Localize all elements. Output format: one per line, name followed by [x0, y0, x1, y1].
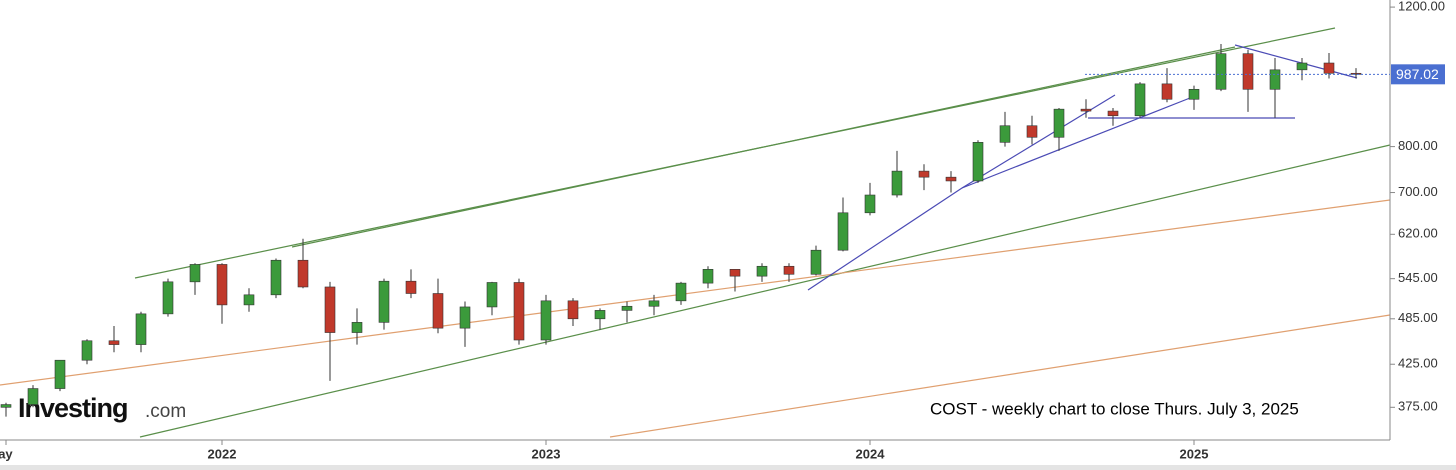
candle-body [351, 322, 363, 333]
candle-body [1161, 83, 1173, 100]
candle-body [864, 194, 876, 214]
candle-body [270, 259, 282, 296]
candle-body [972, 142, 984, 182]
candle-body [54, 359, 66, 389]
candle-body [1215, 53, 1227, 90]
y-tick-label: 375.00 [1398, 399, 1438, 414]
candle-body [1242, 53, 1254, 90]
candle-body [1107, 110, 1119, 117]
candle-body [0, 404, 12, 408]
candle-body [1296, 62, 1308, 71]
candle-body [135, 313, 147, 345]
candle-body [675, 282, 687, 302]
trend-line [1234, 44, 1358, 79]
candle-body [216, 264, 228, 306]
candle-body [918, 170, 930, 178]
y-tick-label: 545.00 [1398, 270, 1438, 285]
candle-body [297, 259, 309, 288]
candle-body [243, 294, 255, 306]
candle-body [891, 170, 903, 196]
candle-body [648, 300, 660, 307]
last-price-box [1391, 64, 1445, 85]
candle-body [702, 269, 714, 284]
x-tick-label: 2022 [208, 446, 237, 461]
trend-line [291, 46, 1236, 248]
x-tick-label: 2024 [856, 446, 886, 461]
candle-body [810, 249, 822, 275]
trend-line [961, 97, 1191, 189]
candle-body [837, 212, 849, 251]
x-tick-label: May [0, 446, 13, 461]
y-tick-label: 485.00 [1398, 310, 1438, 325]
candle-body [1350, 72, 1362, 75]
candle-body [459, 306, 471, 329]
candle-body [486, 282, 498, 308]
candle-body [405, 280, 417, 294]
candle-body [378, 280, 390, 323]
candle-body [594, 310, 606, 320]
candle-body [945, 176, 957, 182]
y-tick-label: 1200.00 [1398, 0, 1445, 14]
candle-body [432, 293, 444, 329]
candle-body [783, 265, 795, 275]
candle-body [1053, 108, 1065, 138]
candle-body [189, 264, 201, 283]
trend-lines [0, 27, 1391, 438]
candle-body [1080, 108, 1092, 112]
candle-body [27, 388, 39, 405]
candle-body [1026, 125, 1038, 138]
x-tick-label: 2023 [532, 446, 561, 461]
trend-line [0, 199, 1391, 386]
candle-body [540, 300, 552, 341]
candle-body [1269, 69, 1281, 90]
candle-body [1134, 83, 1146, 117]
candle-body [621, 305, 633, 311]
x-tick-label: 2025 [1180, 446, 1209, 461]
candle-body [324, 286, 336, 333]
logo-suffix: .com [145, 401, 186, 422]
candle-body [567, 300, 579, 320]
annotation: COST - weekly chart to close Thurs. July… [930, 399, 1299, 418]
y-tick-label: 800.00 [1398, 138, 1438, 153]
candle-body [162, 281, 174, 315]
candle-body [108, 340, 120, 345]
candle-body [756, 265, 768, 277]
trend-line [139, 144, 1391, 438]
trend-line [609, 314, 1391, 438]
candle-body [999, 125, 1011, 143]
y-tick-label: 425.00 [1398, 356, 1438, 371]
y-tick-label: 700.00 [1398, 184, 1438, 199]
bottom-strip [0, 465, 1456, 470]
candle-body [513, 282, 525, 341]
candle-body [1323, 62, 1335, 74]
candle-body [729, 269, 741, 277]
last-price-label: 987.02 [1396, 66, 1439, 82]
candle-body [1188, 88, 1200, 100]
candle-body [81, 340, 93, 361]
y-tick-label: 620.00 [1398, 226, 1438, 241]
